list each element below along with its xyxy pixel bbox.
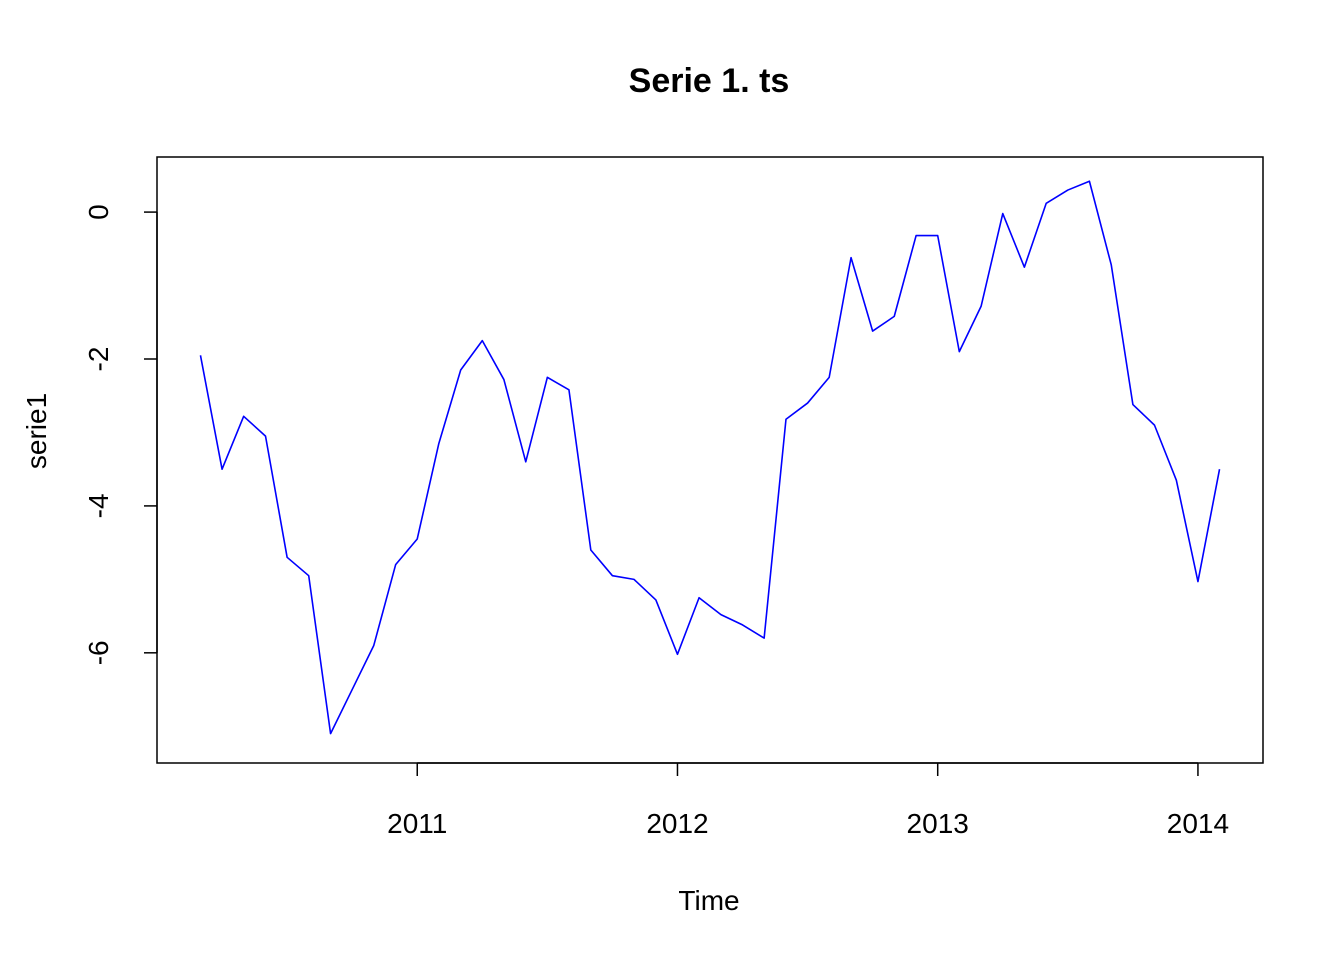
data-point	[1219, 468, 1221, 470]
y-tick-label: -4	[83, 493, 114, 518]
data-point	[937, 235, 939, 237]
data-point	[265, 435, 267, 437]
x-tick-label: 2012	[646, 808, 708, 839]
data-point	[308, 575, 310, 577]
x-tick-label: 2014	[1167, 808, 1229, 839]
data-point	[1132, 404, 1134, 406]
data-point	[351, 689, 353, 691]
data-point	[568, 389, 570, 391]
data-point	[785, 418, 787, 420]
data-point	[1176, 479, 1178, 481]
data-point	[612, 575, 614, 577]
data-point	[1045, 202, 1047, 204]
x-tick-label: 2011	[387, 808, 447, 839]
data-point	[915, 235, 917, 237]
plot-frame	[156, 156, 1264, 764]
data-point	[547, 377, 549, 379]
data-point	[763, 637, 765, 639]
data-point	[807, 402, 809, 404]
series-line	[199, 180, 1221, 735]
data-point	[221, 468, 223, 470]
data-point	[1154, 424, 1156, 426]
y-tick-label: 0	[83, 204, 114, 220]
data-point	[200, 355, 202, 357]
data-point	[590, 549, 592, 551]
chart-title: Serie 1. ts	[629, 62, 790, 100]
data-point	[893, 316, 895, 318]
data-point	[243, 415, 245, 417]
data-point	[633, 579, 635, 581]
data-point	[286, 557, 288, 559]
data-point	[655, 599, 657, 601]
data-point	[677, 653, 679, 655]
x-axis-label: Time	[678, 885, 739, 916]
data-point	[330, 733, 332, 735]
x-axis: 2011 2012 2013 2014	[387, 762, 1229, 839]
data-point	[980, 305, 982, 307]
y-tick-label: -6	[83, 640, 114, 665]
y-axis: 0 -2 -4 -6	[83, 204, 158, 665]
data-point	[1197, 581, 1199, 583]
y-tick-label: -2	[83, 347, 114, 372]
data-point	[1024, 266, 1026, 268]
data-point	[720, 614, 722, 616]
data-point	[481, 340, 483, 342]
data-point	[416, 538, 418, 540]
data-point	[503, 379, 505, 381]
data-point	[850, 257, 852, 259]
data-point	[395, 564, 397, 566]
data-point	[1110, 264, 1112, 266]
data-point	[460, 369, 462, 371]
data-point	[698, 597, 700, 599]
data-point	[1002, 213, 1004, 215]
data-point	[525, 461, 527, 463]
data-point	[742, 624, 744, 626]
data-point	[1067, 189, 1069, 191]
y-axis-label: serie1	[21, 393, 52, 469]
data-point	[373, 645, 375, 647]
data-point	[828, 377, 830, 379]
x-tick-label: 2013	[907, 808, 969, 839]
data-point	[959, 351, 961, 353]
data-point	[1089, 180, 1091, 182]
data-point	[438, 443, 440, 445]
data-point	[872, 330, 874, 332]
series-layer	[199, 180, 1221, 735]
